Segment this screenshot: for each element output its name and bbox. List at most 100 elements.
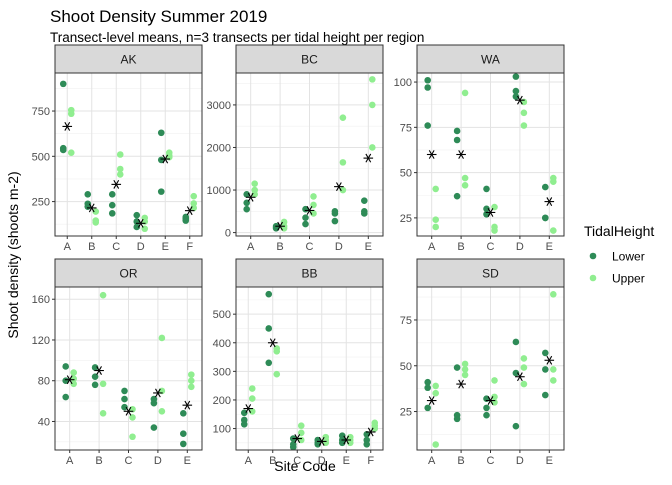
x-tick-label: E [546, 455, 553, 467]
data-point-lower [512, 93, 520, 100]
x-tick-label: D [516, 455, 524, 467]
data-point-upper [369, 144, 376, 151]
mean-marker-stroke [125, 406, 132, 416]
data-point-lower [483, 404, 490, 412]
strip-label-bb: BB [301, 267, 317, 281]
mean-marker-stroke [294, 434, 301, 443]
mean-marker-stroke [336, 182, 342, 192]
mean-marker [304, 206, 315, 215]
y-tick-label: 200 [213, 395, 231, 407]
x-tick-label: E [184, 455, 191, 467]
mean-marker [153, 388, 163, 398]
x-tick-label: D [137, 241, 145, 253]
data-point-upper [188, 383, 195, 391]
y-tick-label: 3000 [207, 100, 231, 112]
y-tick-label: 25 [400, 213, 412, 225]
mean-marker-stroke [269, 338, 276, 348]
mean-marker [94, 366, 104, 375]
x-axis-label: Site Code [274, 458, 336, 474]
panel-sd: SD 25 50 75 A B C D E [400, 258, 565, 467]
data-point-upper [251, 190, 258, 198]
data-point-lower [59, 80, 67, 88]
x-tick-label: B [457, 241, 464, 253]
strip-label-bc: BC [301, 53, 318, 67]
data-point-upper [461, 366, 469, 373]
data-point-lower [314, 440, 322, 448]
mean-marker [267, 338, 278, 348]
data-point-upper [371, 425, 379, 432]
data-point-lower [84, 191, 92, 198]
data-point-lower [289, 443, 297, 451]
legend-key-lower [589, 252, 597, 260]
y-tick-label: 80 [38, 376, 50, 388]
data-point-lower [542, 214, 549, 222]
data-point-lower [424, 84, 432, 91]
mean-marker-stroke [306, 206, 313, 215]
data-point-upper [310, 193, 317, 200]
panel-border [54, 72, 203, 237]
data-point-upper [520, 355, 528, 362]
panel-border [235, 72, 384, 237]
data-point-upper [432, 223, 440, 231]
data-point-upper [190, 200, 198, 207]
data-point-upper [550, 227, 557, 234]
legend-label-upper: Upper [612, 272, 645, 286]
data-point-upper [369, 76, 376, 83]
mean-marker-stroke [64, 121, 71, 131]
data-point-upper [297, 422, 305, 429]
mean-marker-stroke [88, 203, 95, 213]
data-point-upper [251, 180, 258, 187]
data-point-lower [338, 439, 346, 447]
mean-marker [111, 179, 122, 189]
data-point-upper [550, 366, 557, 373]
data-point-lower [483, 205, 490, 213]
x-tick-label: A [245, 455, 253, 467]
legend-label-lower: Lower [612, 250, 645, 264]
mean-marker [426, 396, 437, 405]
data-point-upper [339, 114, 347, 121]
x-tick-label: C [306, 241, 314, 253]
x-tick-label: B [457, 455, 464, 467]
data-point-upper [550, 377, 557, 384]
x-tick-label: A [428, 241, 436, 253]
data-point-upper [432, 382, 440, 390]
data-point-lower [424, 404, 432, 412]
x-tick-label: C [125, 455, 133, 467]
y-tick-label: 1000 [207, 185, 231, 197]
y-tick-label: 50 [400, 168, 412, 180]
data-point-upper [491, 377, 498, 384]
y-tick-label: 100 [394, 77, 412, 89]
mean-marker [86, 203, 97, 213]
mean-marker [182, 400, 193, 410]
legend-key-upper [589, 274, 597, 282]
mean-marker-stroke [487, 396, 494, 405]
mean-marker [485, 208, 496, 217]
mean-marker [160, 154, 171, 164]
x-tick-label: E [343, 455, 350, 467]
strip-label-or: OR [120, 267, 138, 281]
mean-marker [515, 95, 525, 105]
data-point-lower [302, 220, 309, 228]
y-tick-label: 0 [225, 228, 231, 240]
mean-marker-stroke [184, 400, 191, 410]
x-tick-label: D [516, 241, 524, 253]
data-point-upper [116, 151, 124, 158]
data-point-upper [310, 210, 317, 217]
y-tick-label: 400 [213, 338, 231, 350]
data-point-lower [483, 185, 490, 193]
legend-entries: Lower Upper [589, 250, 645, 286]
data-point-upper [99, 380, 107, 388]
data-point-upper [550, 178, 557, 185]
data-point-upper [432, 216, 440, 223]
data-point-lower [542, 366, 549, 373]
data-point-lower [265, 290, 273, 298]
data-point-upper [70, 380, 77, 388]
x-tick-label: A [64, 241, 72, 253]
data-point-upper [520, 122, 528, 129]
data-point-upper [339, 159, 347, 166]
x-tick-label: A [66, 455, 74, 467]
strip-or [54, 258, 203, 288]
data-point-lower [108, 201, 116, 209]
